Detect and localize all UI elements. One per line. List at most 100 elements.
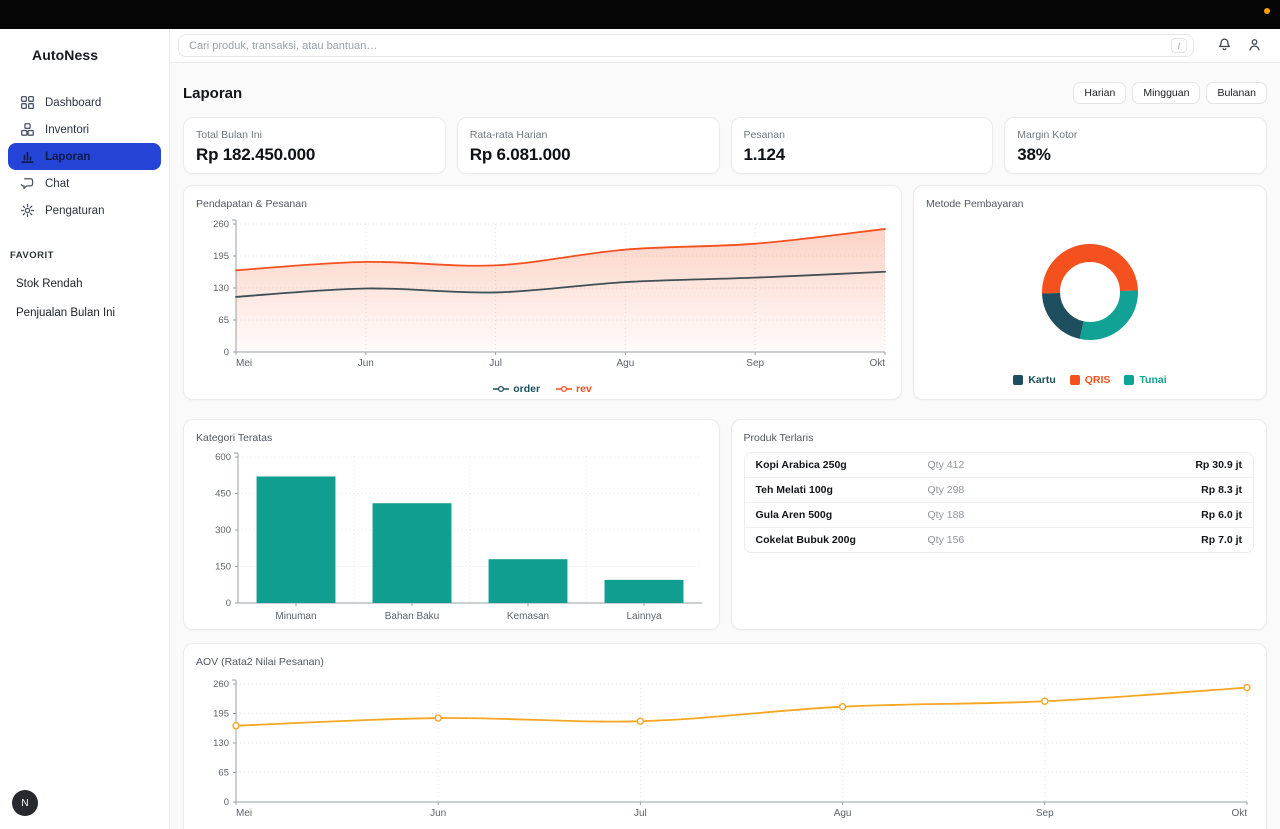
legend-swatch: [1124, 375, 1135, 385]
product-value: Rp 8.3 jt: [1201, 484, 1242, 496]
svg-text:195: 195: [213, 709, 229, 720]
table-row[interactable]: Gula Aren 500g Qty 188 Rp 6.0 jt: [744, 503, 1253, 528]
product-name: Kopi Arabica 250g: [755, 459, 847, 471]
table-row[interactable]: Cokelat Bubuk 200g Qty 156 Rp 7.0 jt: [744, 528, 1253, 552]
svg-text:Okt: Okt: [869, 358, 885, 369]
product-qty: Qty 298: [927, 484, 965, 496]
favorite-item-stok-rendah[interactable]: Stok Rendah: [16, 278, 83, 290]
keyboard-shortcut-badge: /: [1171, 38, 1187, 53]
kpi-row: Total Bulan Ini Rp 182.450.000 Rata-rata…: [183, 117, 1267, 174]
svg-text:Jul: Jul: [634, 808, 647, 819]
kpi-card-total-bulan-ini: Total Bulan Ini Rp 182.450.000: [183, 117, 446, 174]
svg-text:0: 0: [226, 598, 231, 609]
product-value: Rp 6.0 jt: [1201, 509, 1242, 521]
svg-text:Sep: Sep: [746, 358, 764, 369]
legend-item-kartu[interactable]: Kartu: [1013, 374, 1056, 386]
chart-title: Metode Pembayaran: [926, 198, 1024, 210]
svg-text:Okt: Okt: [1231, 808, 1247, 819]
legend-swatch: [1069, 375, 1080, 385]
legend-item-order[interactable]: order: [493, 383, 540, 395]
sidebar-item-laporan[interactable]: Laporan: [8, 143, 161, 170]
product-qty: Qty 188: [927, 509, 965, 521]
svg-text:300: 300: [215, 525, 231, 536]
product-name: Cokelat Bubuk 200g: [755, 534, 856, 546]
kpi-card-margin-kotor: Margin Kotor 38%: [1004, 117, 1267, 174]
sidebar-item-label: Dashboard: [45, 96, 102, 109]
notifications-button[interactable]: [1212, 34, 1236, 58]
chart-title: AOV (Rata2 Nilai Pesanan): [196, 656, 324, 668]
kpi-value: Rp 6.081.000: [469, 145, 571, 164]
inventory-icon: [20, 122, 35, 137]
svg-text:Agu: Agu: [617, 358, 635, 369]
kpi-card-rata-rata-harian: Rata-rata Harian Rp 6.081.000: [456, 117, 720, 174]
period-button-harian[interactable]: Harian: [1073, 82, 1127, 104]
svg-text:Mei: Mei: [236, 358, 252, 369]
kpi-label: Rata-rata Harian: [469, 129, 548, 141]
dashboard-icon: [20, 95, 35, 110]
revenue-orders-legend: order rev: [196, 383, 889, 395]
app-window: AutoNess Dashboard Inventori: [0, 29, 1280, 829]
svg-text:Minuman: Minuman: [275, 611, 316, 622]
sidebar-item-label: Laporan: [45, 150, 91, 163]
page-title: Laporan: [183, 84, 243, 102]
legend-swatch: [1013, 375, 1024, 385]
top-products-table: Kopi Arabica 250g Qty 412 Rp 30.9 jt Teh…: [743, 452, 1254, 553]
table-title: Produk Terlaris: [743, 432, 814, 444]
chart-title: Kategori Teratas: [196, 432, 273, 444]
legend-item-tunai[interactable]: Tunai: [1124, 374, 1167, 386]
revenue-orders-card: Pendapatan & Pesanan 0 65 130 195 260 Mei Jun J…: [183, 185, 902, 400]
user-avatar[interactable]: N: [12, 790, 38, 816]
payment-methods-donut-chart: [1041, 244, 1138, 340]
system-top-bar: [0, 0, 1280, 29]
kpi-label: Total Bulan Ini: [196, 129, 262, 141]
svg-text:260: 260: [213, 219, 229, 230]
kpi-label: Pesanan: [743, 129, 785, 141]
favorite-item-penjualan-bulan-ini[interactable]: Penjualan Bulan Ini: [16, 307, 116, 319]
line-marker-icon: [556, 385, 573, 393]
user-icon: [1247, 37, 1262, 55]
sidebar-item-inventori[interactable]: Inventori: [8, 116, 161, 143]
svg-text:Agu: Agu: [834, 808, 852, 819]
svg-text:0: 0: [224, 797, 229, 808]
sidebar: AutoNess Dashboard Inventori: [0, 29, 170, 829]
svg-text:Kemasan: Kemasan: [507, 611, 549, 622]
svg-text:0: 0: [224, 347, 229, 358]
sidebar-item-pengaturan[interactable]: Pengaturan: [8, 197, 161, 224]
period-button-mingguan[interactable]: Mingguan: [1132, 82, 1201, 104]
sidebar-item-label: Inventori: [45, 123, 90, 136]
sidebar-item-chat[interactable]: Chat: [8, 170, 161, 197]
report-chart-icon: [20, 149, 35, 164]
account-button[interactable]: [1242, 34, 1266, 58]
top-header: /: [170, 29, 1280, 63]
kpi-label: Margin Kotor: [1017, 129, 1078, 141]
product-value: Rp 7.0 jt: [1201, 534, 1242, 546]
svg-text:130: 130: [213, 738, 229, 749]
svg-text:Sep: Sep: [1036, 808, 1054, 819]
svg-text:130: 130: [213, 283, 229, 294]
aov-chart: 0 65 130 195 260 Mei Jun Jul Agu Sep Okt: [213, 679, 1251, 819]
legend-item-qris[interactable]: QRIS: [1069, 374, 1110, 386]
chart-title: Pendapatan & Pesanan: [196, 198, 307, 210]
line-marker-icon: [493, 385, 510, 393]
table-row[interactable]: Kopi Arabica 250g Qty 412 Rp 30.9 jt: [744, 453, 1253, 478]
revenue-orders-chart: 0 65 130 195 260 Mei Jun Jul Agu Sep Okt: [213, 219, 886, 369]
kpi-card-pesanan: Pesanan 1.124: [730, 117, 994, 174]
kpi-value: Rp 182.450.000: [196, 145, 316, 164]
top-categories-card: Kategori Teratas 0 150 300 450 600 Minuman Bah…: [183, 419, 720, 630]
sidebar-nav: Dashboard Inventori Laporan: [0, 89, 169, 224]
bell-icon: [1217, 37, 1232, 55]
product-name: Gula Aren 500g: [755, 509, 833, 521]
favorites-section-title: FAVORIT: [10, 250, 54, 261]
period-button-bulanan[interactable]: Bulanan: [1206, 82, 1267, 104]
aov-card: AOV (Rata2 Nilai Pesanan) 0 65 130 195 260 Me…: [183, 643, 1267, 829]
top-products-card: Produk Terlaris Kopi Arabica 250g Qty 41…: [730, 419, 1267, 630]
svg-text:Jul: Jul: [489, 358, 502, 369]
gear-icon: [20, 203, 35, 218]
sidebar-item-dashboard[interactable]: Dashboard: [8, 89, 161, 116]
search-input[interactable]: [178, 34, 1194, 57]
table-row[interactable]: Teh Melati 100g Qty 298 Rp 8.3 jt: [744, 478, 1253, 503]
svg-text:Jun: Jun: [430, 808, 446, 819]
legend-item-rev[interactable]: rev: [556, 383, 592, 395]
status-indicator-dot: [1264, 8, 1270, 14]
svg-text:Bahan Baku: Bahan Baku: [385, 611, 440, 622]
